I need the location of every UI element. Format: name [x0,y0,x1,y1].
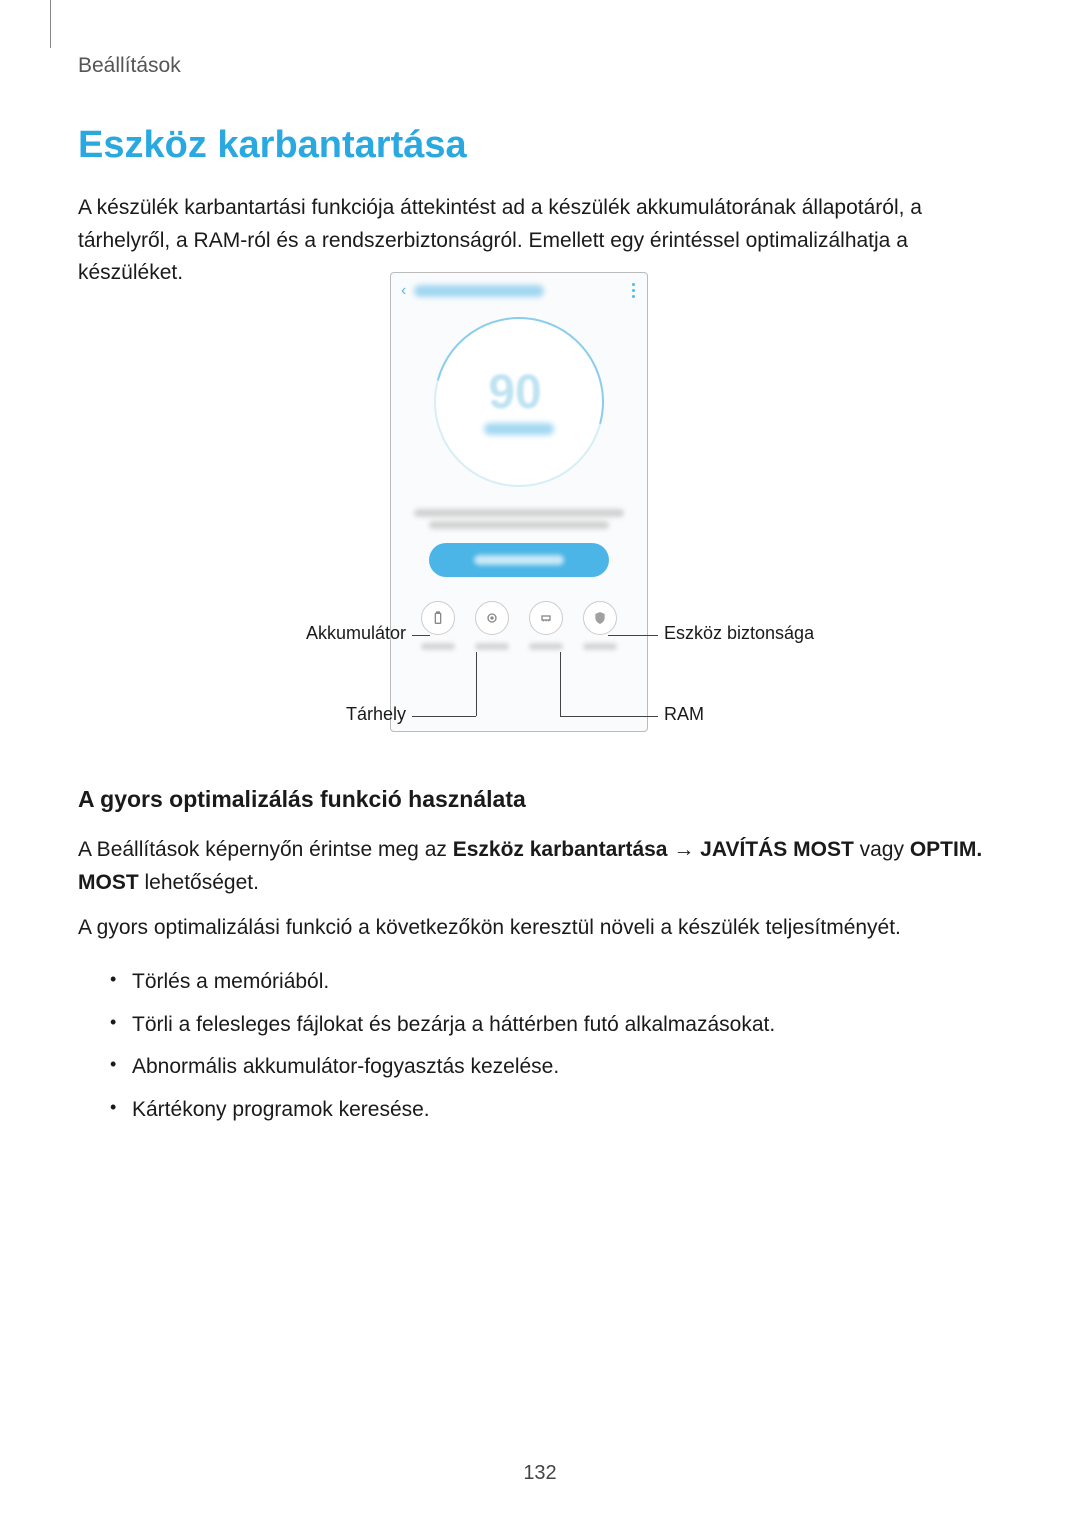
page-margin-line [50,0,51,48]
leader-line [412,635,430,636]
device-maintenance-screenshot: ‹ 90 [390,272,648,732]
callout-battery: Akkumulátor [286,623,406,644]
phone-title-blur [414,285,544,297]
leader-line [608,635,658,636]
bullet-list: Törlés a memóriából. Törli a felesleges … [110,956,990,1126]
icon-label-blur [475,643,509,650]
leader-line-v [476,652,477,716]
gauge-score-value: 90 [488,369,541,417]
list-item: Törli a felesleges fájlokat és bezárja a… [110,1009,990,1042]
phone-icons-row [391,601,647,650]
leader-line-v [560,652,561,716]
breadcrumb: Beállítások [78,54,181,78]
ram-icon [529,601,563,635]
score-gauge: 90 [434,317,604,487]
page-number: 132 [0,1462,1080,1485]
gauge-score: 90 [488,369,549,417]
icon-label-blur [421,643,455,650]
leader-line [412,716,476,717]
menu-path-part: JAVÍTÁS MOST [700,838,854,861]
msg-line [429,521,609,529]
battery-col [421,601,455,650]
callout-storage: Tárhely [310,704,406,725]
description-paragraph: A gyors optimalizálási funkció a követke… [78,912,998,945]
text: vagy [854,838,910,861]
phone-message [414,509,624,529]
text: A Beállítások képernyőn érintse meg az [78,838,453,861]
kebab-menu-icon [632,283,635,298]
gauge-score-unit [546,396,550,410]
shield-icon [583,601,617,635]
phone-header: ‹ [391,273,647,309]
list-item: Abnormális akkumulátor-fogyasztás kezelé… [110,1051,990,1084]
list-item: Törlés a memóriából. [110,966,990,999]
text: lehetőséget. [139,871,259,894]
instruction-paragraph: A Beállítások képernyőn érintse meg az E… [78,834,998,899]
optimize-button-label-blur [474,555,564,565]
storage-col [475,601,509,650]
callout-security: Eszköz biztonsága [664,623,814,644]
menu-path-part: Eszköz karbantartása [453,838,668,861]
battery-icon [421,601,455,635]
back-chevron-icon: ‹ [401,282,406,300]
ram-col [529,601,563,650]
leader-line [560,716,658,717]
gauge-label-blur [484,423,554,435]
arrow: → [668,838,701,861]
callout-ram: RAM [664,704,704,725]
security-col [583,601,617,650]
storage-icon [475,601,509,635]
section-heading: A gyors optimalizálás funkció használata [78,786,526,813]
list-item: Kártékony programok keresése. [110,1094,990,1127]
optimize-button [429,543,609,577]
gauge-wrap: 90 [391,317,647,487]
page-title: Eszköz karbantartása [78,124,467,167]
icon-label-blur [583,643,617,650]
icon-label-blur [529,643,563,650]
msg-line [414,509,624,517]
